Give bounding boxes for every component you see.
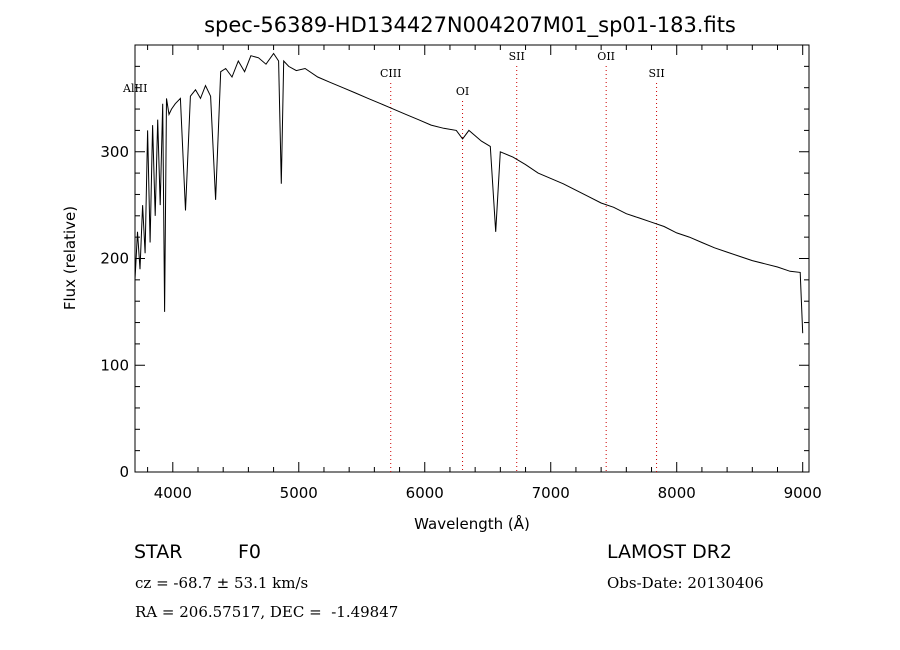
x-tick-label: 7000 <box>532 484 570 502</box>
line-marker-label: OII <box>597 50 615 63</box>
y-tick-label: 100 <box>100 356 129 374</box>
plot-frame <box>134 44 810 473</box>
line-marker-label: OI <box>456 85 469 98</box>
spectrum-line <box>134 52 804 334</box>
y-tick-label: 200 <box>100 250 129 268</box>
chart-title: spec-56389-HD134427N004207M01_sp01-183.f… <box>204 13 736 38</box>
x-axis: 4000 5000 6000 7000 8000 9000 <box>147 45 822 502</box>
x-tick-label: 4000 <box>154 484 192 502</box>
x-tick-label: 5000 <box>280 484 318 502</box>
observation-date: Obs-Date: 20130406 <box>607 574 764 592</box>
redshift-velocity: cz = -68.7 ± 53.1 km/s <box>135 574 309 592</box>
x-tick-label: 8000 <box>658 484 696 502</box>
line-marker-label: CIII <box>380 67 401 80</box>
line-marker-label: SII <box>648 67 664 80</box>
x-tick-label: 6000 <box>406 484 444 502</box>
line-markers: AlIII CIII OI SII OII SII <box>122 50 665 472</box>
line-marker-label: AlIII <box>122 82 148 95</box>
object-class: STAR <box>134 541 183 563</box>
y-axis-label: Flux (relative) <box>61 206 79 310</box>
y-axis: 0 100 200 300 <box>100 65 809 481</box>
object-subclass: F0 <box>238 541 262 563</box>
line-marker-label: SII <box>509 50 525 63</box>
y-tick-label: 0 <box>119 463 129 481</box>
survey-name: LAMOST DR2 <box>607 541 732 563</box>
x-axis-label: Wavelength (Å) <box>414 514 530 533</box>
y-tick-label: 300 <box>100 143 129 161</box>
x-tick-label: 9000 <box>784 484 822 502</box>
coordinates: RA = 206.57517, DEC = -1.49847 <box>135 603 399 621</box>
